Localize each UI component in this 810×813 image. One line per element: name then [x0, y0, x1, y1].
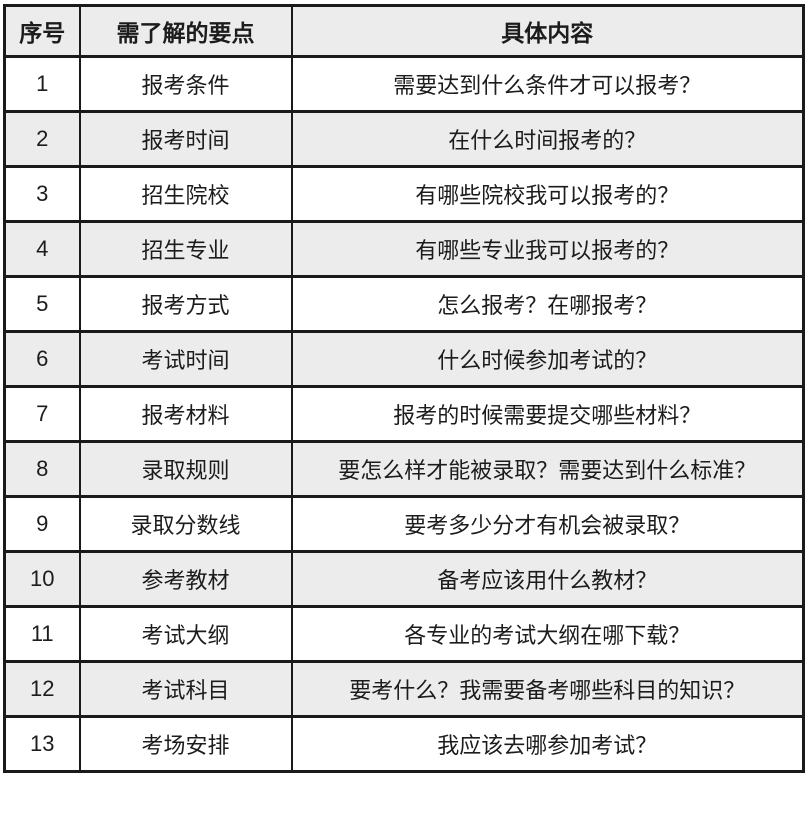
content-cell: 报考的时候需要提交哪些材料？: [290, 385, 805, 443]
key-point-cell: 参考教材: [78, 550, 293, 608]
key-point-cell: 报考材料: [78, 385, 293, 443]
table-body: 1 报考条件 需要达到什么条件才可以报考？ 2 报考时间 在什么时间报考的？ 3…: [3, 55, 805, 773]
content-cell: 备考应该用什么教材？: [290, 550, 805, 608]
content-cell: 什么时候参加考试的？: [290, 330, 805, 388]
content-cell: 要怎么样才能被录取？需要达到什么标准？: [290, 440, 805, 498]
content-cell: 有哪些专业我可以报考的？: [290, 220, 805, 278]
content-cell: 要考多少分才有机会被录取？: [290, 495, 805, 553]
key-point-cell: 考试时间: [78, 330, 293, 388]
table-row: 4 招生专业 有哪些专业我可以报考的？: [3, 220, 805, 278]
key-point-cell: 考试大纲: [78, 605, 293, 663]
table-row: 1 报考条件 需要达到什么条件才可以报考？: [3, 55, 805, 113]
row-number-cell: 1: [3, 55, 81, 113]
header-cell-point: 需了解的要点: [78, 4, 293, 58]
row-number-cell: 5: [3, 275, 81, 333]
table-row: 9 录取分数线 要考多少分才有机会被录取？: [3, 495, 805, 553]
row-number-cell: 12: [3, 660, 81, 718]
table-row: 13 考场安排 我应该去哪参加考试？: [3, 715, 805, 773]
key-point-cell: 招生院校: [78, 165, 293, 223]
key-point-cell: 录取分数线: [78, 495, 293, 553]
row-number-cell: 9: [3, 495, 81, 553]
table-row: 7 报考材料 报考的时候需要提交哪些材料？: [3, 385, 805, 443]
table-row: 5 报考方式 怎么报考？在哪报考？: [3, 275, 805, 333]
row-number-cell: 8: [3, 440, 81, 498]
content-cell: 要考什么？我需要备考哪些科目的知识？: [290, 660, 805, 718]
key-point-cell: 考场安排: [78, 715, 293, 773]
table-row: 12 考试科目 要考什么？我需要备考哪些科目的知识？: [3, 660, 805, 718]
table-row: 11 考试大纲 各专业的考试大纲在哪下载？: [3, 605, 805, 663]
row-number-cell: 11: [3, 605, 81, 663]
key-point-cell: 报考条件: [78, 55, 293, 113]
row-number-cell: 13: [3, 715, 81, 773]
header-row: 序号 需了解的要点 具体内容: [3, 4, 805, 58]
content-cell: 有哪些院校我可以报考的？: [290, 165, 805, 223]
table-row: 8 录取规则 要怎么样才能被录取？需要达到什么标准？: [3, 440, 805, 498]
key-point-cell: 考试科目: [78, 660, 293, 718]
row-number-cell: 10: [3, 550, 81, 608]
table-row: 3 招生院校 有哪些院校我可以报考的？: [3, 165, 805, 223]
row-number-cell: 2: [3, 110, 81, 168]
content-cell: 需要达到什么条件才可以报考？: [290, 55, 805, 113]
row-number-cell: 6: [3, 330, 81, 388]
key-point-cell: 录取规则: [78, 440, 293, 498]
content-cell: 怎么报考？在哪报考？: [290, 275, 805, 333]
row-number-cell: 4: [3, 220, 81, 278]
row-number-cell: 3: [3, 165, 81, 223]
header-cell-num: 序号: [3, 4, 81, 58]
key-point-cell: 招生专业: [78, 220, 293, 278]
table-row: 2 报考时间 在什么时间报考的？: [3, 110, 805, 168]
table-row: 10 参考教材 备考应该用什么教材？: [3, 550, 805, 608]
row-number-cell: 7: [3, 385, 81, 443]
table-header: 序号 需了解的要点 具体内容: [3, 4, 805, 58]
content-cell: 各专业的考试大纲在哪下载？: [290, 605, 805, 663]
key-point-cell: 报考方式: [78, 275, 293, 333]
content-cell: 在什么时间报考的？: [290, 110, 805, 168]
header-cell-content: 具体内容: [290, 4, 805, 58]
content-cell: 我应该去哪参加考试？: [290, 715, 805, 773]
table-row: 6 考试时间 什么时候参加考试的？: [3, 330, 805, 388]
key-point-cell: 报考时间: [78, 110, 293, 168]
exam-info-table: 序号 需了解的要点 具体内容 1 报考条件 需要达到什么条件才可以报考？ 2 报…: [3, 4, 805, 773]
